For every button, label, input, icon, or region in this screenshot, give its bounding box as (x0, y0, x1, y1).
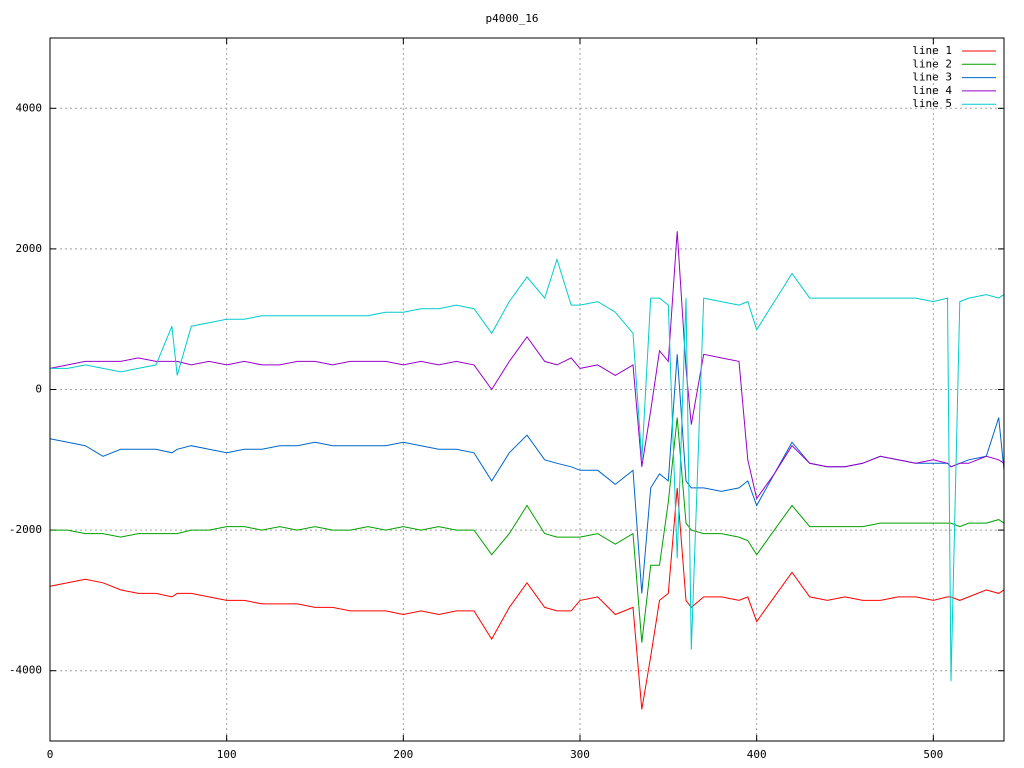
y-tick-label: 4000 (16, 101, 43, 114)
legend-label: line 2 (912, 57, 952, 70)
legend-label: line 5 (912, 97, 952, 110)
x-tick-label: 100 (217, 748, 237, 761)
data-line (50, 417, 1005, 643)
x-tick-label: 0 (47, 748, 54, 761)
data-line (49, 354, 1005, 594)
x-tick-label: 400 (747, 748, 767, 761)
legend-label: line 4 (912, 84, 952, 97)
legend-label: line 1 (912, 44, 952, 57)
y-tick-label: -4000 (9, 664, 42, 677)
y-tick-label: 0 (35, 383, 42, 396)
chart-title: p4000_16 (486, 12, 539, 25)
legend-label: line 3 (912, 71, 952, 84)
data-line (49, 487, 1005, 710)
y-tick-label: -2000 (9, 523, 42, 536)
x-tick-label: 300 (570, 748, 590, 761)
data-line (49, 231, 1005, 500)
x-tick-label: 500 (923, 748, 943, 761)
y-tick-label: 2000 (16, 242, 43, 255)
data-line (50, 257, 1005, 682)
plot-frame (49, 37, 1005, 742)
x-tick-label: 200 (393, 748, 413, 761)
